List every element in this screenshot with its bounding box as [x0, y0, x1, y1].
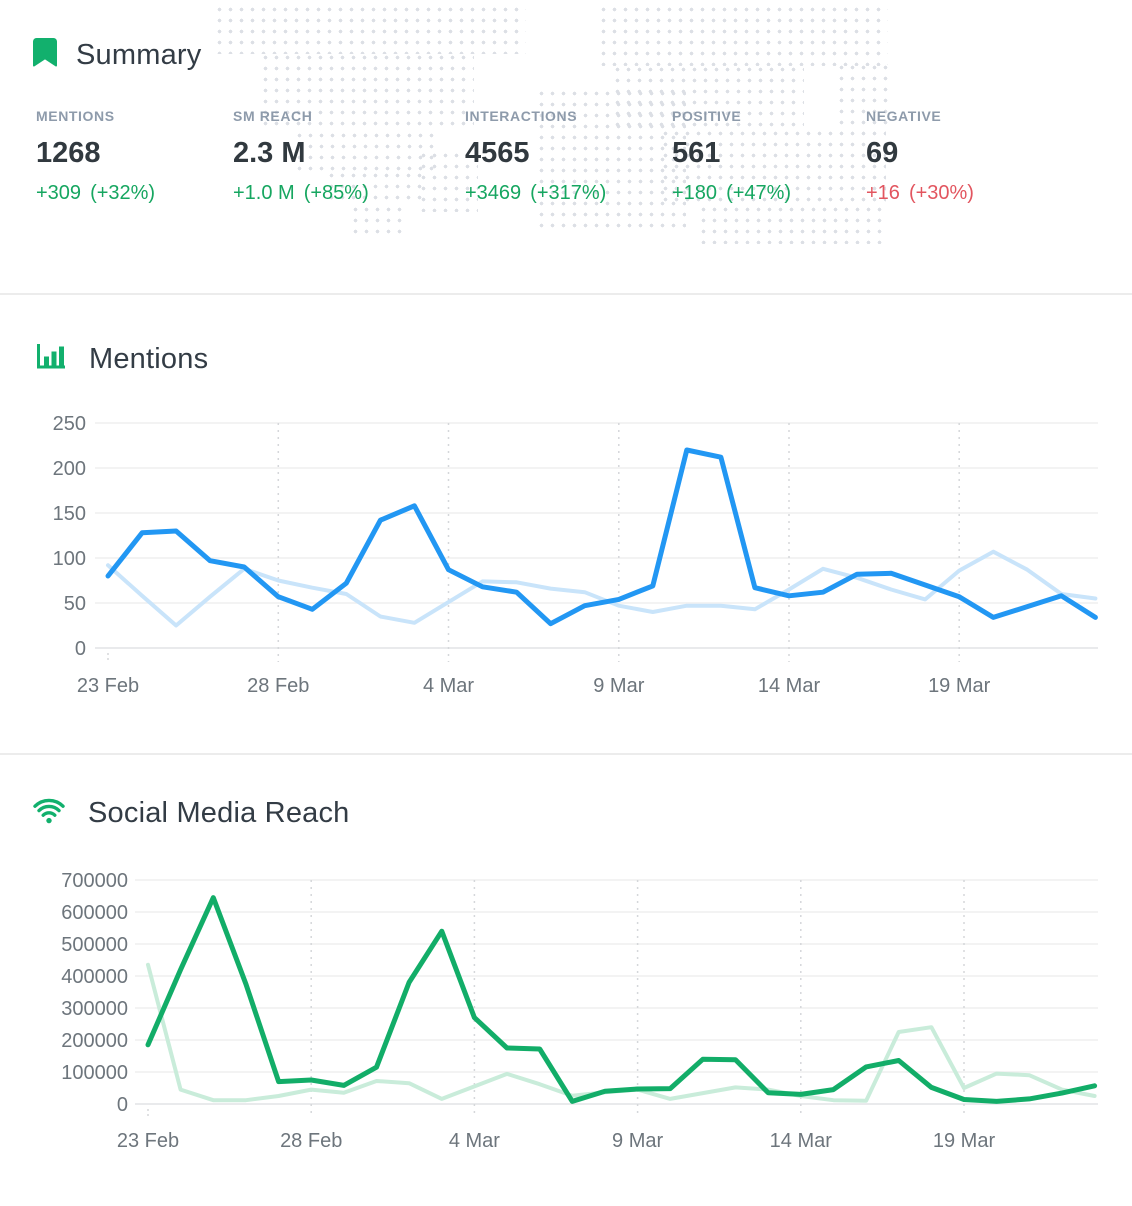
dot-map-patch: [598, 4, 888, 66]
stat-delta-percent: (+47%): [726, 182, 792, 204]
stat-value: 69: [866, 137, 899, 169]
stat-value: 2.3 M: [233, 137, 306, 169]
stat-delta-absolute: +16: [866, 182, 900, 204]
x-axis-label: 4 Mar: [449, 1130, 500, 1152]
dot-map-patch: [660, 128, 886, 206]
y-axis-label: 250: [53, 413, 86, 435]
stat-delta-percent: (+85%): [303, 182, 369, 204]
stat-delta-percent: (+317%): [530, 182, 607, 204]
series-line-previous-period[interactable]: [106, 549, 1098, 628]
x-axis-label: 14 Mar: [770, 1130, 833, 1152]
x-axis-label: 23 Feb: [77, 675, 139, 697]
y-axis-label: 500000: [61, 934, 128, 956]
dot-map-patch: [214, 4, 526, 54]
dot-map-patch: [612, 64, 804, 132]
mentions-header: Mentions: [36, 342, 208, 376]
bar-chart-icon: [36, 342, 67, 376]
stat-delta: +1.0 M (+85%): [233, 182, 433, 204]
x-axis-label: 28 Feb: [280, 1130, 342, 1152]
stat-delta-absolute: +1.0 M: [233, 182, 295, 204]
stat-value: 561: [672, 137, 721, 169]
summary-stat-mentions: MENTIONS 1268 +309 (+32%): [36, 108, 236, 204]
wifi-icon: [33, 798, 65, 830]
y-axis-label: 200000: [61, 1030, 128, 1052]
stat-label: INTERACTIONS: [465, 108, 578, 124]
social-media-reach-header: Social Media Reach: [33, 797, 350, 830]
stat-delta: +3469 (+317%): [465, 182, 665, 204]
stat-label: MENTIONS: [36, 108, 115, 124]
dot-map-patch: [326, 170, 422, 206]
summary-stat-negative: NEGATIVE 69 +16 (+30%): [866, 108, 1066, 204]
dot-map-patch: [418, 150, 478, 212]
stat-delta-percent: (+30%): [908, 182, 974, 204]
mentions-title: Mentions: [89, 342, 209, 375]
x-axis-label: 9 Mar: [612, 1130, 663, 1152]
stat-delta-absolute: +309: [36, 182, 82, 204]
series-line-current-period[interactable]: [105, 447, 1098, 627]
dot-map-patch: [350, 204, 408, 238]
dot-map-patch: [698, 204, 884, 244]
x-axis-label: 14 Mar: [758, 675, 821, 697]
x-axis-label: 28 Feb: [247, 675, 309, 697]
x-axis-label: 9 Mar: [593, 675, 644, 697]
y-axis-label: 50: [64, 593, 86, 615]
summary-title: Summary: [76, 38, 202, 71]
mentions-line-chart[interactable]: 0 50 100 150 200 250 23 Feb 28 Feb 4 Mar 9 Mar 14 …: [0, 400, 1132, 710]
stat-delta: +309 (+32%): [36, 182, 236, 204]
dot-map-patch: [294, 130, 434, 172]
y-axis-label: 100: [53, 548, 86, 570]
summary-stat-sm-reach: SM REACH 2.3 M +1.0 M (+85%): [233, 108, 433, 204]
y-axis-label: 600000: [61, 902, 128, 924]
x-axis-label: 19 Mar: [928, 675, 991, 697]
social-media-reach-line-chart[interactable]: 0 100000 200000 300000 400000 500000 600000 700…: [0, 858, 1132, 1168]
section-divider: [0, 293, 1132, 295]
stat-delta: +180 (+47%): [672, 182, 872, 204]
y-axis-label: 400000: [61, 966, 128, 988]
y-axis-label: 150: [53, 503, 86, 525]
stat-delta-absolute: +180: [672, 182, 718, 204]
stat-value: 4565: [465, 137, 530, 169]
summary-stat-interactions: INTERACTIONS 4565 +3469 (+317%): [465, 108, 665, 204]
x-axis-label: 19 Mar: [933, 1130, 996, 1152]
dot-map-patch: [836, 62, 888, 132]
stat-label: NEGATIVE: [866, 108, 942, 124]
series-line-current-period[interactable]: [145, 895, 1098, 1104]
stat-label: POSITIVE: [672, 108, 742, 124]
x-axis-label: 23 Feb: [117, 1130, 179, 1152]
section-divider: [0, 753, 1132, 755]
stat-delta-absolute: +3469: [465, 182, 522, 204]
y-axis-label: 300000: [61, 998, 128, 1020]
y-axis-label: 200: [53, 458, 86, 480]
dot-map-patch: [260, 52, 474, 132]
y-axis-label: 700000: [61, 870, 128, 892]
stat-value: 1268: [36, 137, 101, 169]
bookmark-icon: [33, 38, 57, 72]
stat-delta: +16 (+30%): [866, 182, 1066, 204]
summary-header: Summary: [33, 38, 201, 72]
stat-label: SM REACH: [233, 108, 313, 124]
y-axis-label: 0: [117, 1094, 128, 1116]
social-media-reach-title: Social Media Reach: [88, 797, 350, 829]
y-axis-label: 100000: [61, 1062, 128, 1084]
y-axis-label: 0: [75, 638, 86, 660]
summary-stat-positive: POSITIVE 561 +180 (+47%): [672, 108, 872, 204]
stat-delta-percent: (+32%): [90, 182, 156, 204]
x-axis-label: 4 Mar: [423, 675, 474, 697]
